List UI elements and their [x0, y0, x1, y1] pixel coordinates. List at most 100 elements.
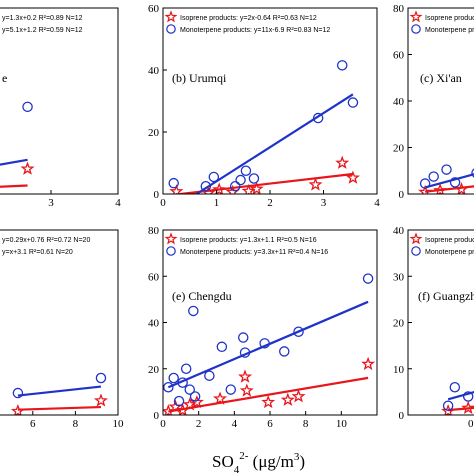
fit-line-monoterpene-a — [0, 158, 28, 166]
point-monoterpene-d-1 — [12, 387, 24, 399]
panel-label-c: (c) Xi'an — [420, 71, 462, 85]
point-isoprene-b-8 — [345, 170, 360, 184]
x-tick-label-e: 10 — [336, 418, 348, 430]
point-monoterpene-f-0 — [442, 400, 454, 411]
y-tick-label-b: 60 — [148, 3, 160, 15]
point-isoprene-d-1 — [10, 403, 25, 415]
point-monoterpene-b-3 — [229, 180, 241, 192]
x-tick-label-d: 6 — [30, 418, 36, 430]
axes-frame-e — [162, 229, 378, 416]
point-monoterpene-e-9 — [239, 347, 251, 358]
x-tick-label-d: 8 — [73, 418, 79, 430]
y-tick-label-c: 20 — [393, 143, 405, 155]
legend-star-c — [409, 10, 423, 23]
legend-monoterpene-b: Monoterpene products: y=11x-6.9 R²=0.83 … — [180, 27, 330, 34]
point-monoterpene-b-1 — [200, 180, 212, 192]
fit-line-monoterpene-d — [17, 385, 102, 397]
legend-monoterpene-c: Monoterpene products: — [425, 27, 474, 34]
legend-isoprene-f: Isoprene products: — [425, 237, 474, 244]
point-monoterpene-e-11 — [279, 346, 290, 357]
panel-label-b: (b) Urumqi — [172, 71, 227, 85]
x-tick-label-d: 10 — [113, 418, 125, 430]
legend-circle-b — [166, 24, 176, 34]
x-tick-label-b: 0 — [160, 197, 166, 209]
point-isoprene-c-0 — [418, 184, 433, 194]
y-tick-label-e: 40 — [148, 318, 160, 330]
point-isoprene-e-9 — [280, 392, 295, 406]
point-isoprene-b-6 — [308, 177, 323, 191]
fit-line-monoterpene-e — [167, 300, 369, 389]
panel-e: 0 2 4 6 8 10 0 20 40 60 80 Isoprene products: y=1.3… — [148, 225, 378, 430]
plot-area-a — [0, 101, 35, 188]
legend-isoprene-d: y=0.29x+0.76 R²=0.72 N=20 — [2, 237, 90, 244]
y-tick-label-f: 40 — [393, 225, 405, 237]
point-monoterpene-b-2 — [208, 171, 220, 183]
panel-label-f: (f) Guangzh — [418, 289, 474, 303]
legend-isoprene-c: Isoprene products: — [425, 15, 474, 22]
point-monoterpene-c-0 — [419, 178, 431, 189]
point-monoterpene-e-13 — [362, 273, 374, 284]
x-tick-label-b: 1 — [214, 197, 220, 209]
point-monoterpene-b-5 — [240, 165, 252, 176]
point-isoprene-c-2 — [454, 181, 469, 194]
point-isoprene-b-7 — [335, 155, 350, 169]
point-isoprene-d-0 — [93, 393, 108, 407]
axes-frame-c — [407, 7, 474, 195]
legend-monoterpene-e: Monoterpene products: y=3.3x+11 R²=0.4 N… — [180, 249, 328, 256]
plot-area-d — [10, 372, 108, 415]
legend-monoterpene-a: y=5.1x+1.2 R²=0.59 N=12 — [2, 27, 83, 34]
point-isoprene-e-5 — [213, 391, 228, 405]
point-monoterpene-e-0 — [163, 381, 174, 393]
y-tick-label-f: 30 — [393, 271, 405, 283]
fit-line-monoterpene-c — [424, 173, 474, 189]
legend-star-e — [164, 232, 178, 245]
point-monoterpene-e-3 — [177, 377, 188, 388]
x-tick-label-e: 2 — [196, 418, 202, 430]
plot-area-f — [441, 381, 474, 415]
legend-circle-e — [166, 246, 176, 256]
point-monoterpene-e-2 — [173, 395, 185, 407]
legend-circle-f — [411, 246, 421, 256]
point-monoterpene-e-12 — [293, 326, 304, 337]
plot-area-b — [168, 60, 360, 194]
point-monoterpene-b-9 — [347, 97, 359, 108]
y-tick-label-e: 60 — [148, 271, 160, 283]
x-axis-title: SO42- (μg/m3) — [212, 450, 305, 474]
axes-frame-f — [407, 229, 474, 416]
fit-line-isoprene-c — [425, 185, 474, 193]
point-monoterpene-e-5 — [184, 384, 195, 395]
point-isoprene-e-8 — [261, 394, 276, 409]
x-tick-label-f: 0.5 — [468, 418, 474, 430]
point-isoprene-a-0 — [20, 161, 35, 175]
panel-a: 234y=1.3x+0.2 R²=0.89 N=12y=5.1x+1.2 R²=… — [0, 7, 121, 209]
axes-frame-a — [0, 7, 119, 195]
plot-area-e — [163, 273, 376, 415]
legend-isoprene-a: y=1.3x+0.2 R²=0.89 N=12 — [2, 15, 83, 22]
point-monoterpene-e-6 — [188, 305, 199, 317]
fit-line-isoprene-a — [0, 184, 28, 188]
panel-d: 6 8 10 y=0.29x+0.76 R²=0.72 N=20 y=x+3.1 R²=… — [0, 229, 125, 430]
x-tick-label-e: 8 — [303, 418, 309, 430]
point-monoterpene-e-1 — [168, 372, 179, 384]
fit-line-isoprene-d — [17, 405, 101, 411]
point-monoterpene-c-3 — [449, 177, 461, 188]
panel-c: 0 20 40 60 80 Isoprene products: Monoterpene p… — [393, 3, 474, 201]
y-tick-label-b: 20 — [148, 127, 160, 139]
fit-line-isoprene-e — [168, 376, 369, 413]
point-monoterpene-e-15 — [204, 370, 215, 381]
point-monoterpene-f-2 — [462, 391, 474, 402]
point-isoprene-b-5 — [249, 181, 264, 194]
point-isoprene-e-11 — [361, 356, 376, 371]
y-tick-label-f: 20 — [393, 318, 405, 330]
panel-label-e: (e) Chengdu — [172, 289, 232, 303]
axes-frame-d — [0, 229, 119, 416]
legend-star-f — [409, 232, 423, 245]
x-tick-label-e: 4 — [232, 418, 238, 430]
legend-star-b — [164, 10, 178, 23]
point-monoterpene-b-7 — [312, 112, 324, 124]
point-monoterpene-e-4 — [180, 363, 192, 374]
x-tick-label-a: 3 — [48, 197, 54, 209]
point-monoterpene-b-6 — [248, 173, 260, 184]
point-monoterpene-e-14 — [189, 391, 201, 402]
